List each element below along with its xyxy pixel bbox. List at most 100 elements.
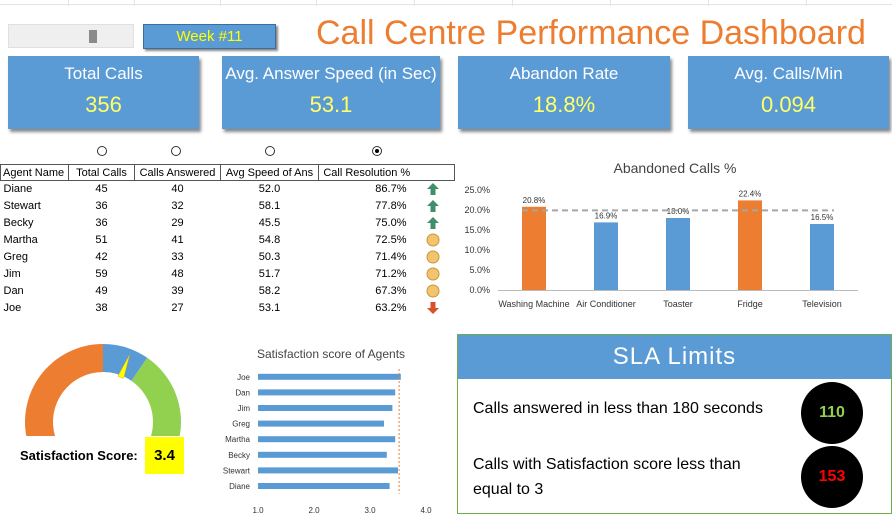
y-tick-label: Becky (228, 451, 250, 460)
gauge-segment (25, 344, 103, 436)
radio-sort-avg-speed[interactable] (265, 146, 275, 156)
calls-answered-cell: 48 (171, 268, 184, 280)
kpi-label: Avg. Answer Speed (in Sec) (225, 64, 437, 83)
y-tick-label: Martha (225, 435, 250, 444)
table-row: Stewart 36 32 58.1 77.8% (1, 198, 455, 215)
avg-speed-cell: 52.0 (258, 183, 281, 196)
total-calls-cell: 38 (95, 302, 108, 314)
page-title: Call Centre Performance Dashboard (316, 14, 866, 52)
x-tick-label: Toaster (663, 299, 693, 309)
green-up-arrow-icon (426, 217, 439, 229)
sla-title: SLA Limits (458, 335, 891, 379)
agent-name-cell: Dan (3, 285, 24, 297)
resolution-cell: 72.5% (375, 234, 407, 246)
gauge-segment (103, 344, 148, 381)
total-calls-cell: 45 (95, 183, 108, 196)
avg-speed-cell: 45.5 (258, 217, 281, 229)
calls-answered-cell: 39 (171, 285, 184, 297)
total-calls-cell: 42 (95, 251, 108, 263)
calls-answered-cell: 33 (171, 251, 184, 263)
calls-answered-cell: 29 (171, 217, 184, 229)
gauge-segment (131, 357, 181, 436)
x-tick-label: 1.0 (252, 506, 264, 514)
week-scrollbar[interactable] (8, 24, 134, 48)
bar (258, 483, 390, 489)
satisfaction-chart-title: Satisfaction score of Agents (256, 347, 406, 361)
total-calls-cell: 59 (95, 268, 108, 280)
sla-panel: SLA Limits Calls answered in less than 1… (457, 334, 892, 514)
sla-answered-count: 110 (801, 382, 863, 444)
green-up-arrow-icon (426, 183, 439, 196)
agent-name-cell: Diane (3, 183, 33, 196)
calls-answered-cell: 41 (171, 234, 184, 246)
resolution-cell: 71.2% (375, 268, 407, 280)
radio-sort-call-resolution[interactable] (372, 146, 382, 156)
agent-name-cell: Stewart (3, 200, 41, 212)
table-row: Becky 36 29 45.5 75.0% (1, 215, 455, 232)
y-tick-label: 0.0% (469, 285, 490, 295)
total-calls-cell: 51 (95, 234, 108, 246)
avg-speed-cell: 50.3 (258, 251, 281, 263)
sla-answered-text: Calls answered in less than 180 seconds (473, 400, 763, 417)
resolution-cell: 86.7% (375, 183, 407, 196)
avg-speed-cell: 58.1 (258, 200, 281, 212)
radio-sort-calls-answered[interactable] (171, 146, 181, 156)
data-label: 16.9% (595, 211, 618, 220)
bar (258, 389, 396, 396)
total-calls-cell: 36 (95, 200, 108, 212)
resolution-cell: 63.2% (375, 302, 407, 314)
bar (594, 222, 618, 290)
kpi-value: 356 (85, 92, 122, 117)
status-icon-cell (415, 300, 455, 317)
bar (258, 451, 387, 458)
scroll-thumb[interactable] (89, 30, 97, 43)
x-tick-label: Television (802, 299, 842, 309)
kpi-abandon-rate: Abandon Rate 18.8% (458, 56, 670, 129)
x-tick-label: 2.0 (308, 506, 320, 514)
avg-speed-cell: 53.1 (258, 302, 281, 314)
bar (810, 224, 834, 290)
agent-name-cell: Becky (3, 217, 34, 229)
calls-answered-cell: 40 (171, 183, 184, 196)
status-icon-cell (415, 283, 455, 300)
y-tick-label: Jim (238, 404, 251, 413)
resolution-cell: 77.8% (375, 200, 407, 212)
x-tick-label: 3.0 (364, 506, 376, 514)
col-calls-answered: Calls Answered (134, 164, 221, 181)
data-label: 20.8% (523, 196, 546, 205)
green-up-arrow-icon (426, 200, 439, 212)
bar (738, 200, 762, 290)
kpi-total-calls: Total Calls 356 (8, 56, 199, 129)
x-tick-label: 4.0 (420, 506, 432, 514)
yellow-circle-icon (426, 250, 439, 264)
table-row: Jim 59 48 51.7 71.2% (1, 266, 455, 283)
status-icon-cell (415, 249, 455, 266)
x-tick-label: Fridge (737, 299, 763, 309)
agent-satisfaction-chart: Joe Dan Jim Greg Martha Becky Stewart Diane 1.0 2… (223, 369, 432, 514)
calls-answered-cell: 32 (171, 200, 184, 212)
yellow-circle-icon (426, 233, 439, 247)
avg-speed-cell: 58.2 (258, 285, 281, 297)
kpi-avg-calls-per-min: Avg. Calls/Min 0.094 (688, 56, 889, 129)
y-tick-label: Stewart (223, 466, 251, 475)
avg-speed-cell: 51.7 (258, 268, 281, 280)
y-tick-label: Diane (229, 482, 250, 491)
bar (666, 218, 690, 290)
total-calls-cell: 36 (95, 217, 108, 229)
status-icon-cell (415, 198, 455, 215)
week-button[interactable]: Week #11 (143, 24, 276, 49)
y-tick-label: 25.0% (464, 185, 490, 195)
sla-satisfaction-count: 153 (801, 446, 863, 508)
bar (258, 373, 401, 380)
agent-name-cell: Greg (3, 251, 28, 263)
col-status-icon (414, 164, 455, 181)
bar (522, 206, 546, 290)
y-tick-label: 10.0% (464, 245, 490, 255)
radio-sort-total-calls[interactable] (97, 146, 107, 156)
data-label: 18.0% (667, 207, 690, 216)
kpi-label: Abandon Rate (509, 64, 619, 83)
kpi-label: Total Calls (64, 64, 143, 83)
agent-name-cell: Joe (3, 302, 22, 314)
kpi-label: Avg. Calls/Min (734, 64, 843, 83)
table-row: Dan 49 39 58.2 67.3% (1, 283, 455, 300)
